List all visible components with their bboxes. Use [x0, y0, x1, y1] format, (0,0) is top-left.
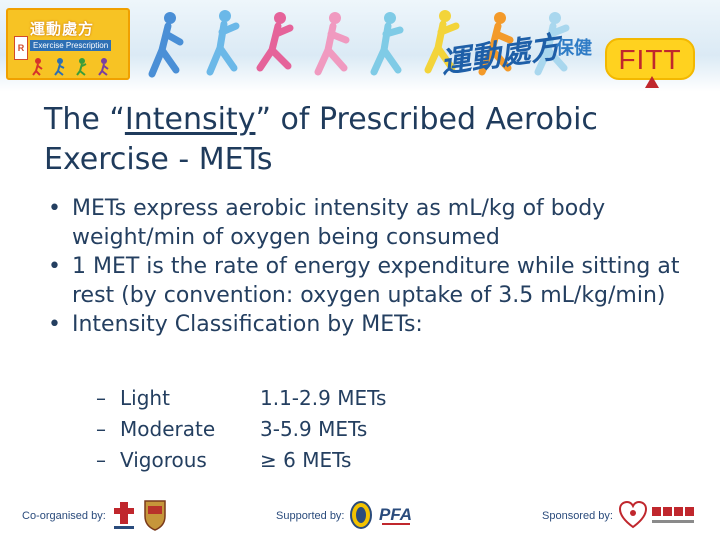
co-organised-label: Co-organised by:: [22, 510, 106, 522]
mets-range: 1.1-2.9 METs: [260, 386, 387, 410]
department-of-health-logo: [114, 502, 134, 529]
title-prefix: The “: [44, 102, 125, 137]
bullet-item: • 1 MET is the rate of energy expenditure…: [46, 252, 686, 310]
brand-chinese-subtitle: 保健: [556, 38, 592, 59]
exercise-prescription-logo: R 運動處方 Exercise Prescription: [6, 8, 130, 80]
dash-marker: –: [96, 386, 106, 410]
classification-row: – Moderate 3-5.9 METs: [96, 417, 516, 448]
fitt-badge: FITT: [605, 38, 695, 88]
sport-figures-icon: [32, 58, 109, 76]
supported-label: Supported by:: [276, 510, 345, 522]
fitt-label: FITT: [618, 44, 682, 75]
runners-illustration: [148, 10, 570, 78]
bullet-dot-icon: •: [48, 312, 61, 337]
logo-chinese-text: 運動處方: [30, 20, 95, 38]
title-suffix: ” of Prescribed Aerobic Exercise - METs: [44, 102, 598, 177]
bullet-text: METs express aerobic intensity as mL/kg …: [72, 196, 606, 250]
bullet-item: • METs express aerobic intensity as mL/kg…: [46, 194, 686, 252]
bullet-item: • Intensity Classification by METs:: [46, 310, 686, 339]
sponsor-wordmark-logo: [652, 507, 694, 523]
intensity-level: Moderate: [120, 417, 216, 441]
intensity-level: Vigorous: [120, 448, 207, 472]
header-banner: R 運動處方 Exercise Prescription 運動處方 保健 FIT…: [0, 0, 720, 92]
classification-row: – Light 1.1-2.9 METs: [96, 386, 516, 417]
bullet-dot-icon: •: [48, 196, 61, 221]
rx-icon: R: [14, 36, 28, 60]
pointer-triangle-icon: [645, 76, 659, 88]
sponsored-label: Sponsored by:: [542, 510, 613, 522]
dash-marker: –: [96, 417, 106, 441]
svg-text:PFA: PFA: [379, 505, 412, 524]
crest-logo: [144, 500, 166, 531]
dash-marker: –: [96, 448, 106, 472]
bullet-text: Intensity Classification by METs:: [72, 312, 423, 337]
bullet-list: • METs express aerobic intensity as mL/kg…: [46, 194, 686, 339]
logo-english-text: Exercise Prescription: [30, 40, 112, 51]
heart-logo: [618, 500, 648, 529]
bullet-dot-icon: •: [48, 254, 61, 279]
bullet-text: 1 MET is the rate of energy expenditure …: [72, 254, 680, 308]
classification-row: – Vigorous ≥ 6 METs: [96, 448, 516, 479]
slide-title: The “Intensity” of Prescribed Aerobic Ex…: [44, 100, 684, 180]
mets-range: 3-5.9 METs: [260, 417, 368, 441]
intensity-level: Light: [120, 386, 170, 410]
mets-range: ≥ 6 METs: [260, 448, 352, 472]
supporter-emblem-logo: [350, 501, 372, 529]
intensity-classification: – Light 1.1-2.9 METs – Moderate 3-5.9 ME…: [96, 386, 516, 479]
footer: Co-organised by: Supported by: PFA Spons…: [0, 494, 720, 540]
pfa-logo: PFA: [379, 505, 412, 525]
title-underlined-word: Intensity: [124, 102, 256, 137]
